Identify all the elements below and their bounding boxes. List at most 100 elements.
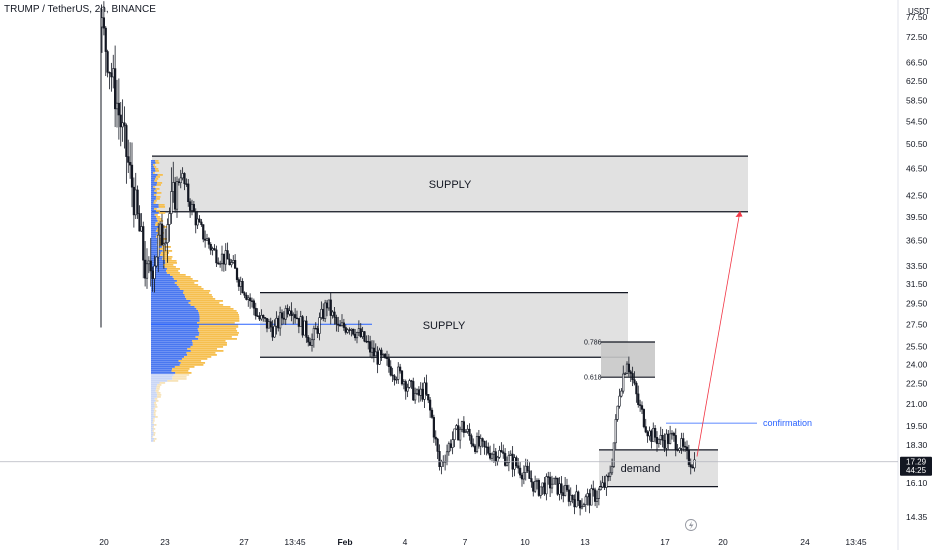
profile-bar-orange: [176, 284, 199, 286]
candle-body: [682, 438, 685, 447]
profile-bar-blue: [151, 234, 157, 236]
profile-bar-blue: [151, 204, 159, 206]
candle-body: [121, 122, 124, 128]
candle-body: [650, 430, 653, 442]
time-axis[interactable]: 20 23 27 13:45 Feb 4 7 10 13 17 20 24 13:45: [99, 537, 867, 547]
candle-body: [672, 432, 675, 436]
candle-body: [187, 183, 190, 203]
candle-body: [462, 421, 465, 433]
candle-body: [202, 224, 205, 240]
candle-body: [234, 260, 237, 269]
candle-body: [224, 250, 227, 265]
candle-body: [303, 320, 306, 336]
profile-bar-orange: [156, 192, 162, 194]
candle-body: [567, 489, 570, 502]
candle-body: [136, 189, 139, 214]
profile-bar-blue: [151, 378, 173, 380]
profile-bar-blue: [151, 306, 195, 308]
candle-body: [414, 392, 417, 401]
profile-bar-orange: [152, 426, 154, 428]
profile-bar-orange: [172, 368, 190, 370]
candle-body: [438, 451, 441, 467]
candle-body: [299, 316, 302, 327]
candle-body: [661, 434, 664, 441]
profile-bar-orange: [187, 348, 218, 350]
candle-body: [429, 399, 432, 411]
candle-body: [490, 453, 494, 459]
candle-body: [155, 256, 158, 267]
profile-bar-blue: [151, 412, 154, 414]
candle-body: [520, 474, 524, 480]
price-axis[interactable]: 14.35 16.10 18.30 19.50 21.00 22.50 24.00 25.50…: [900, 12, 932, 522]
profile-bar-blue: [151, 216, 157, 218]
profile-bar-blue: [151, 294, 185, 296]
profile-bar-orange: [167, 380, 179, 382]
candle-body: [408, 380, 411, 388]
candle-body: [370, 347, 374, 353]
price-tick-label: 21.00: [906, 399, 928, 409]
candle-body: [108, 71, 111, 74]
candle-body: [584, 496, 587, 505]
candle-body: [102, 17, 105, 29]
profile-bar-orange: [172, 276, 191, 278]
candle-body: [294, 314, 297, 319]
candle-body: [134, 189, 137, 216]
candle-body: [472, 443, 475, 447]
candle-body: [271, 326, 274, 338]
candle-body: [427, 394, 430, 401]
price-tick-label: 14.35: [906, 512, 928, 522]
candle-body: [196, 218, 199, 226]
candle-body: [603, 482, 606, 488]
price-tick-label: 77.50: [906, 12, 928, 22]
candle-body: [149, 260, 152, 272]
candle-body: [245, 294, 248, 300]
profile-bar-blue: [151, 430, 153, 432]
zone-label: SUPPLY: [429, 179, 472, 191]
candle-body: [412, 381, 415, 401]
candle-body: [509, 453, 512, 456]
profile-bar-orange: [176, 280, 199, 282]
profile-bar-orange: [184, 294, 212, 296]
profile-bar-blue: [151, 336, 196, 338]
candle-body: [389, 366, 392, 376]
profile-bar-blue: [151, 366, 175, 368]
profile-bar-blue: [151, 438, 155, 440]
profile-bar-orange: [153, 164, 155, 166]
profile-bar-orange: [154, 406, 158, 408]
profile-bar-blue: [151, 202, 154, 204]
candle-body: [678, 448, 681, 451]
profile-bar-blue: [151, 292, 183, 294]
profile-bar-blue: [151, 380, 168, 382]
profile-bar-blue: [151, 276, 173, 278]
profile-bar-blue: [151, 316, 200, 318]
profile-bar-blue: [151, 228, 157, 230]
profile-bar-orange: [157, 182, 163, 184]
candle-body: [380, 349, 383, 356]
candle-body: [310, 339, 314, 346]
candle-body: [372, 347, 375, 357]
profile-bar-blue: [151, 324, 199, 326]
price-tick-label: 46.50: [906, 164, 928, 174]
candle-body: [327, 299, 330, 309]
lightning-icon[interactable]: [685, 519, 697, 531]
candle-body: [288, 310, 291, 315]
profile-bar-blue: [151, 424, 155, 426]
price-tick-label: 66.50: [906, 58, 928, 68]
candle-body: [498, 450, 501, 458]
candle-body: [207, 238, 210, 245]
candle-body: [502, 451, 505, 454]
candle-body: [348, 329, 351, 331]
zones-layer: SUPPLY SUPPLY demand 0.786 0.618: [152, 155, 748, 488]
candle-body: [590, 488, 593, 506]
profile-bar-orange: [155, 188, 160, 190]
profile-bar-orange: [197, 328, 237, 330]
profile-bar-orange: [155, 160, 159, 162]
candle-body: [170, 191, 173, 214]
profile-bar-orange: [154, 424, 157, 426]
candle-body: [316, 328, 319, 334]
profile-bar-blue: [151, 254, 161, 256]
candle-body: [331, 311, 334, 316]
profile-bar-orange: [199, 314, 239, 316]
candle-body: [252, 300, 255, 309]
